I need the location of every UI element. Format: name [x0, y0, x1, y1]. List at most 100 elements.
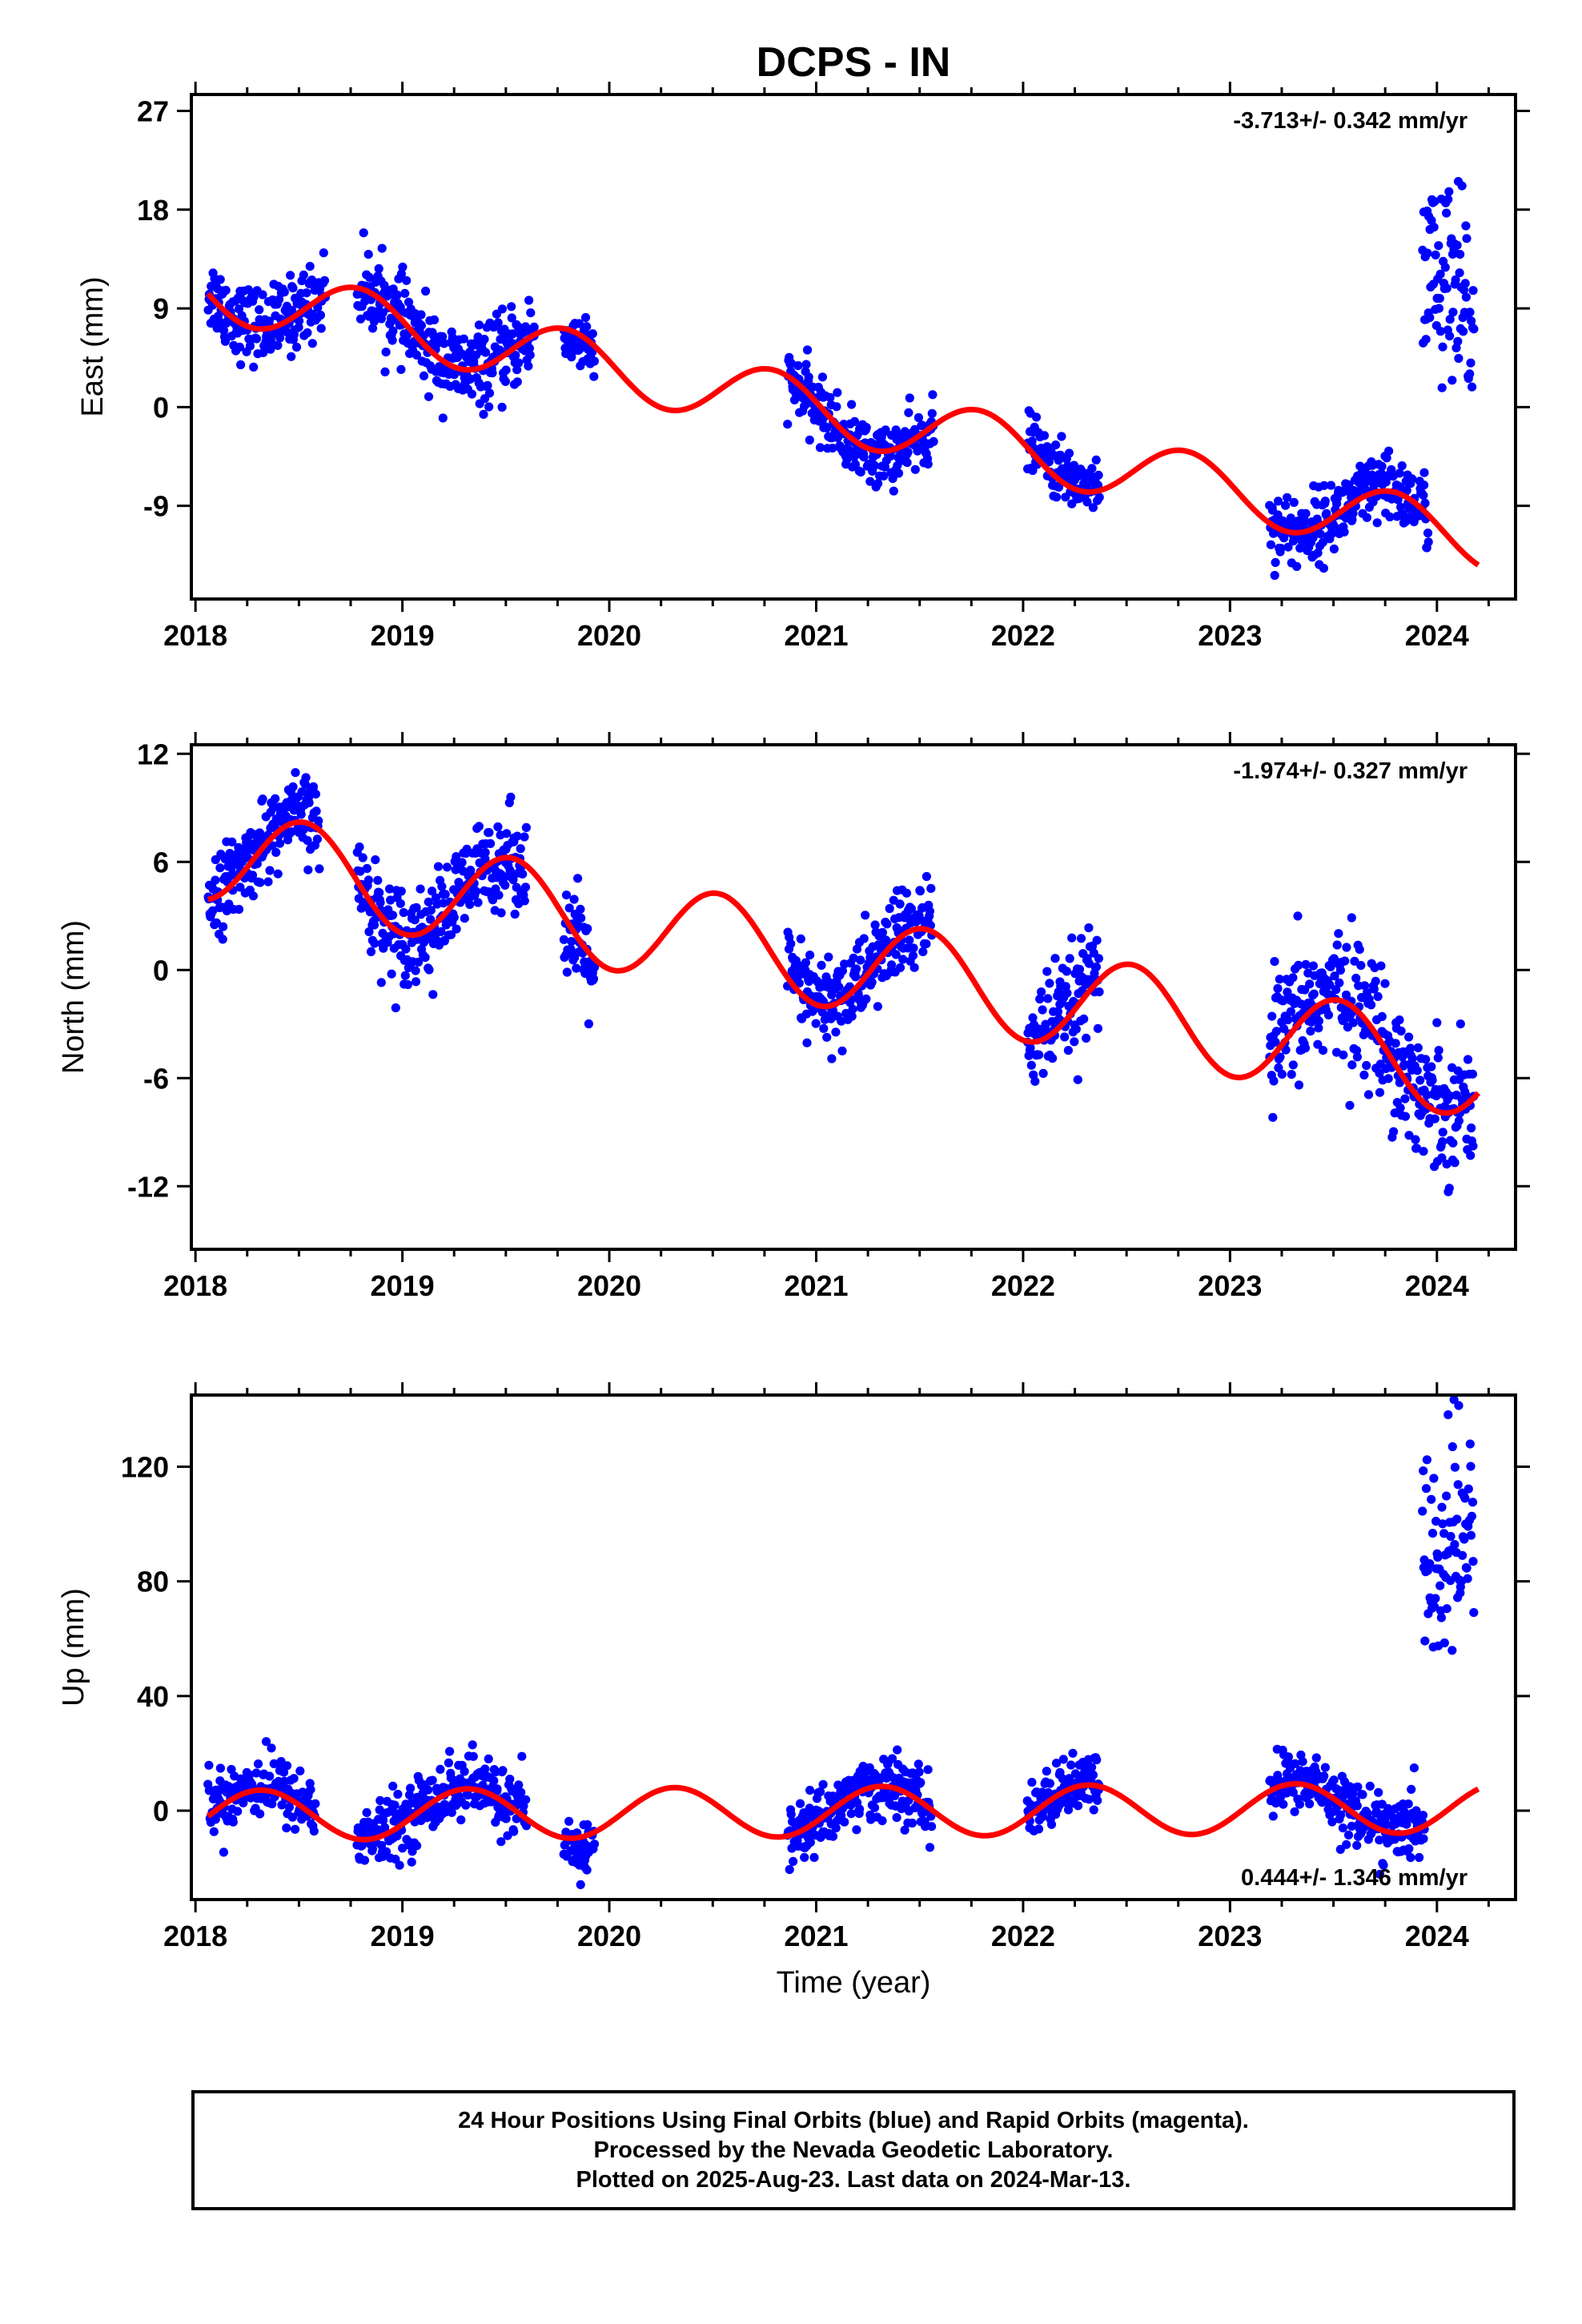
data-point: [358, 853, 367, 862]
data-point: [287, 352, 296, 361]
data-point: [1094, 987, 1104, 997]
data-point: [1063, 1046, 1073, 1055]
data-point: [234, 304, 244, 314]
figure-title: DCPS - IN: [757, 39, 951, 86]
data-point: [1283, 1015, 1293, 1025]
data-point: [800, 1852, 809, 1862]
data-point: [1459, 327, 1468, 336]
data-point: [1283, 493, 1292, 502]
data-point: [1377, 461, 1387, 471]
data-point: [588, 974, 599, 983]
data-point: [438, 332, 448, 341]
data-point: [291, 342, 302, 352]
data-point: [385, 884, 395, 894]
data-point: [395, 1860, 404, 1870]
data-point: [852, 944, 862, 954]
data-point: [1293, 911, 1303, 921]
data-point: [287, 1812, 297, 1822]
data-point: [794, 961, 804, 971]
data-point: [915, 887, 925, 896]
data-point: [404, 297, 414, 307]
data-point: [295, 1766, 305, 1775]
data-point: [1094, 470, 1103, 480]
data-point: [1383, 1074, 1393, 1084]
data-point: [424, 965, 434, 975]
fit-curve: [207, 819, 1481, 1116]
y-tick-label: 0: [153, 1795, 169, 1827]
data-point: [492, 1784, 502, 1794]
data-point: [1468, 1498, 1478, 1507]
x-tick-label: 2020: [577, 619, 641, 652]
data-point: [398, 1844, 408, 1853]
data-point: [849, 953, 858, 963]
data-point: [497, 402, 507, 412]
data-point: [378, 308, 387, 318]
data-point: [520, 896, 529, 906]
data-point: [303, 836, 312, 846]
data-point: [811, 1019, 821, 1028]
data-point: [249, 362, 259, 372]
data-point: [388, 326, 398, 336]
data-point: [905, 935, 914, 945]
data-point: [1334, 929, 1343, 939]
data-point: [227, 837, 237, 846]
data-point: [236, 360, 246, 370]
data-point: [1446, 1531, 1456, 1542]
data-point: [1402, 1819, 1411, 1829]
data-points: [203, 177, 1479, 581]
data-point: [480, 854, 490, 864]
data-point: [1027, 1778, 1037, 1787]
data-point: [518, 869, 528, 879]
data-point: [219, 1848, 228, 1857]
data-point: [1407, 1784, 1416, 1794]
data-point: [221, 285, 231, 296]
data-point: [1281, 1045, 1291, 1055]
data-point: [1462, 1563, 1472, 1573]
data-point: [1060, 1032, 1070, 1042]
data-point: [1420, 498, 1430, 509]
data-point: [267, 1743, 276, 1753]
data-point: [925, 907, 934, 916]
data-point: [1089, 1805, 1098, 1815]
data-point: [1347, 1060, 1357, 1070]
data-point: [263, 877, 273, 887]
x-tick-label: 2023: [1198, 1920, 1262, 1952]
data-point: [802, 1038, 812, 1047]
data-point: [1431, 250, 1440, 259]
data-point: [265, 866, 275, 875]
data-point: [1294, 960, 1303, 970]
data-point: [1460, 1494, 1470, 1503]
data-point: [1466, 1151, 1476, 1160]
data-point: [929, 436, 938, 447]
data-point: [1462, 234, 1472, 243]
data-point: [851, 972, 861, 982]
data-point: [255, 878, 265, 887]
y-axis-label: Up (mm): [57, 1588, 90, 1707]
data-point: [411, 966, 420, 975]
data-point: [1309, 989, 1319, 999]
data-point: [881, 425, 890, 435]
data-point: [484, 388, 495, 398]
data-point: [1423, 248, 1432, 258]
data-point: [300, 779, 310, 790]
data-point: [362, 1807, 371, 1817]
data-point: [452, 924, 461, 934]
data-point: [1339, 527, 1349, 537]
data-point: [1442, 208, 1452, 218]
data-point: [355, 842, 364, 852]
x-tick-label: 2024: [1405, 619, 1469, 652]
data-point: [1435, 327, 1445, 336]
data-point: [873, 1002, 882, 1011]
data-point: [215, 863, 225, 873]
data-point: [1084, 923, 1094, 933]
data-point: [1352, 1840, 1362, 1850]
data-point: [1313, 548, 1323, 558]
data-point: [369, 920, 379, 930]
data-point: [904, 408, 913, 417]
data-point: [371, 855, 380, 865]
data-point: [445, 1747, 455, 1756]
data-point: [564, 903, 574, 913]
data-point: [517, 1751, 527, 1761]
data-point: [1467, 1123, 1476, 1133]
data-point: [306, 1785, 315, 1795]
